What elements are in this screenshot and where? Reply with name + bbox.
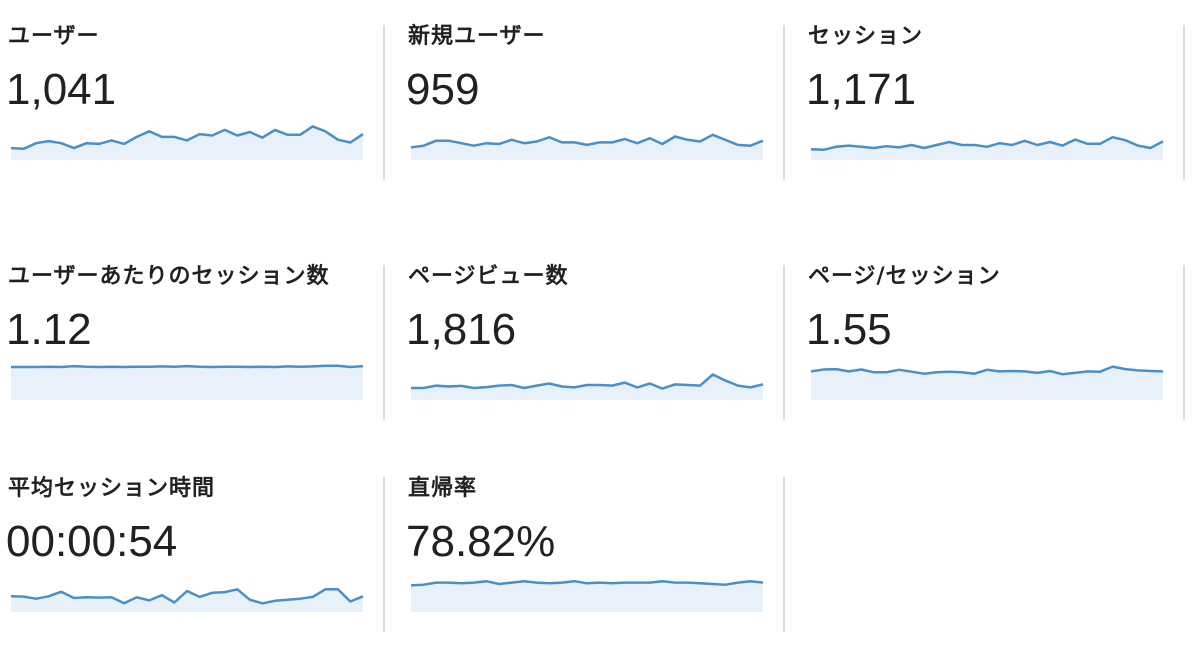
spark-line — [411, 373, 764, 390]
sparkline — [410, 133, 764, 160]
spark-line — [11, 364, 364, 369]
divider — [383, 265, 385, 420]
spark-line — [410, 579, 764, 587]
sparkline — [10, 588, 364, 612]
metric-value: 1,041 — [6, 65, 117, 114]
metric-title: ユーザーあたりのセッション数 — [8, 264, 330, 289]
divider — [383, 25, 385, 180]
spark-area — [411, 374, 763, 400]
spark-area — [11, 589, 363, 612]
divider — [1183, 265, 1185, 420]
spark-area — [411, 581, 763, 612]
metric-value: 1,171 — [806, 65, 917, 114]
spark-line — [410, 133, 764, 149]
metric-title: 新規ユーザー — [408, 24, 546, 49]
spark-area — [11, 365, 363, 400]
sparkline — [810, 365, 1164, 400]
metric-title: ページビュー数 — [408, 264, 569, 289]
metric-title: セッション — [808, 24, 924, 49]
metric-title: 直帰率 — [408, 476, 478, 501]
spark-line — [10, 588, 364, 605]
sparkline — [11, 364, 364, 400]
metric-title: ユーザー — [8, 24, 100, 49]
spark-area — [411, 134, 763, 160]
metric-value: 959 — [406, 65, 480, 114]
divider — [1183, 25, 1185, 180]
divider — [383, 477, 385, 632]
metric-value: 78.82% — [406, 517, 556, 566]
spark-area — [811, 137, 1163, 160]
sparkline — [810, 135, 1164, 160]
metric-title: 平均セッション時間 — [8, 476, 216, 501]
sparkline — [410, 579, 764, 612]
divider — [783, 265, 785, 420]
metric-value: 1.12 — [6, 305, 92, 354]
spark-line — [10, 125, 364, 151]
sparkline — [10, 125, 364, 160]
metric-value: 00:00:54 — [6, 517, 178, 566]
metric-value: 1.55 — [806, 305, 892, 354]
metric-value: 1,816 — [406, 305, 517, 354]
spark-line — [810, 135, 1164, 152]
spark-line — [810, 365, 1164, 376]
spark-area — [11, 126, 363, 160]
spark-area — [811, 366, 1163, 400]
divider — [783, 477, 785, 632]
metric-title: ページ/セッション — [808, 264, 1001, 289]
sparkline — [411, 373, 764, 400]
divider — [783, 25, 785, 180]
